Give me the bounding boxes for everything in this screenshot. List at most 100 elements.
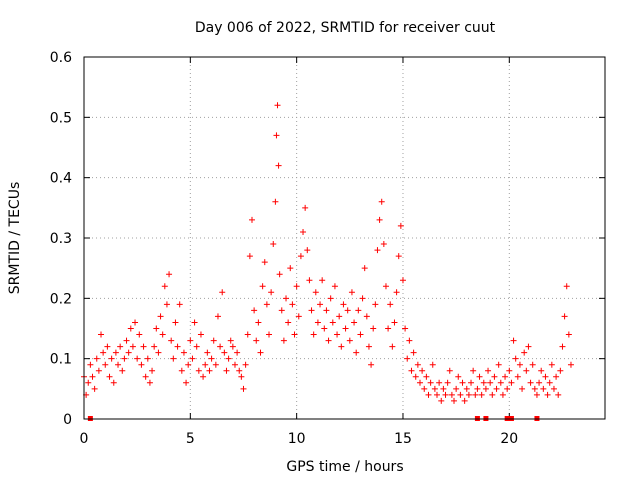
data-point (287, 265, 294, 272)
data-point (327, 295, 334, 302)
y-tick-label: 0.1 (50, 352, 72, 368)
data-point (272, 198, 279, 205)
data-point (280, 337, 287, 344)
data-point (263, 301, 270, 308)
data-point (351, 319, 358, 326)
data-point (374, 247, 381, 254)
data-point (304, 247, 311, 254)
data-point (246, 253, 253, 260)
data-point (257, 349, 264, 356)
data-point (459, 379, 466, 386)
data-point (387, 301, 394, 308)
data-point (336, 313, 343, 320)
data-point (410, 349, 417, 356)
x-tick-label: 0 (80, 431, 89, 447)
data-point (106, 373, 113, 380)
data-point (161, 283, 168, 290)
data-point (468, 379, 475, 386)
data-point (533, 391, 540, 398)
data-point (561, 313, 568, 320)
data-point (357, 331, 364, 338)
data-point (123, 337, 130, 344)
data-point (329, 319, 336, 326)
data-point (295, 313, 302, 320)
data-point (163, 301, 170, 308)
data-point (293, 283, 300, 290)
data-point (559, 343, 566, 350)
data-point (474, 385, 481, 392)
data-point (510, 337, 517, 344)
data-point (314, 319, 321, 326)
data-point (342, 325, 349, 332)
data-point (376, 216, 383, 223)
data-point (478, 391, 485, 398)
data-point (119, 367, 126, 374)
data-point (259, 283, 266, 290)
data-point (127, 325, 134, 332)
data-point (191, 319, 198, 326)
data-point (308, 307, 315, 314)
data-point (331, 283, 338, 290)
data-point (170, 355, 177, 362)
data-point (402, 325, 409, 332)
axis-ticks: 0 0.1 0.2 0.3 0.4 0.5 0.6 0 5 10 15 20 (50, 50, 605, 447)
data-point (429, 361, 436, 368)
data-point (312, 289, 319, 296)
data-point (98, 331, 105, 338)
x-tick-label: 5 (186, 431, 195, 447)
data-point (565, 331, 572, 338)
data-point (251, 307, 258, 314)
data-point (553, 373, 560, 380)
data-point (540, 385, 547, 392)
x-tick-label: 20 (500, 431, 518, 447)
data-point (404, 355, 411, 362)
data-point (516, 361, 523, 368)
y-axis-label: SRMTID / TECUs (7, 182, 23, 295)
grid (84, 57, 605, 419)
plot-frame (83, 56, 606, 420)
data-point (317, 301, 324, 308)
data-point (427, 379, 434, 386)
data-point (531, 385, 538, 392)
x-axis-label: GPS time / hours (286, 459, 403, 475)
data-point (365, 343, 372, 350)
data-point (159, 331, 166, 338)
data-point (193, 343, 200, 350)
data-point (419, 367, 426, 374)
data-point (412, 373, 419, 380)
data-point (461, 397, 468, 404)
data-point (172, 319, 179, 326)
data-point (125, 349, 132, 356)
data-point (195, 367, 202, 374)
data-point (121, 355, 128, 362)
x-tick-label: 10 (288, 431, 306, 447)
data-point (382, 283, 389, 290)
data-point (178, 367, 185, 374)
data-point (550, 385, 557, 392)
data-point (206, 367, 213, 374)
data-point (157, 313, 164, 320)
data-point (421, 385, 428, 392)
data-point (225, 355, 232, 362)
data-point (219, 289, 226, 296)
x-tick-label: 15 (394, 431, 412, 447)
data-point (93, 355, 100, 362)
data-point (149, 367, 156, 374)
data-point (508, 379, 515, 386)
data-point (166, 271, 173, 278)
data-point (240, 385, 247, 392)
data-point (436, 379, 443, 386)
data-point (248, 216, 255, 223)
data-point (414, 361, 421, 368)
data-point (512, 355, 519, 362)
data-point (291, 331, 298, 338)
data-point (180, 349, 187, 356)
data-point (340, 301, 347, 308)
data-point (100, 349, 107, 356)
data-point (204, 349, 211, 356)
data-point (142, 373, 149, 380)
y-tick-label: 0.4 (50, 171, 72, 187)
data-point (155, 349, 162, 356)
data-point (146, 379, 153, 386)
